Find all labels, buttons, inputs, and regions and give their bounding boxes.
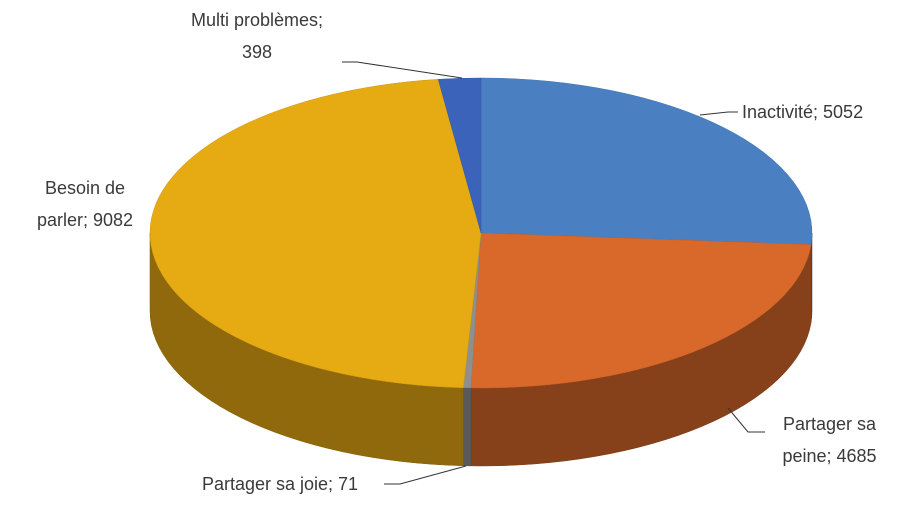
data-label: Besoin de parler; 9082	[36, 178, 134, 230]
data-label: Multi problèmes; 398	[190, 10, 324, 62]
leader-line	[727, 407, 765, 433]
data-label: Inactivité; 5052	[742, 102, 864, 122]
pie-walls	[149, 232, 813, 467]
pie-slice	[480, 77, 813, 245]
leader-line	[342, 61, 463, 79]
pie-slice	[437, 77, 482, 234]
pie-slice	[149, 79, 482, 389]
pie-side	[463, 387, 472, 467]
data-label: Partager sa peine; 4685	[782, 414, 877, 466]
leader-line	[699, 111, 738, 116]
leader-line	[384, 465, 467, 485]
pie-slice	[470, 232, 812, 389]
pie-tops	[149, 77, 813, 389]
data-label: Partager sa joie; 71	[201, 474, 359, 494]
